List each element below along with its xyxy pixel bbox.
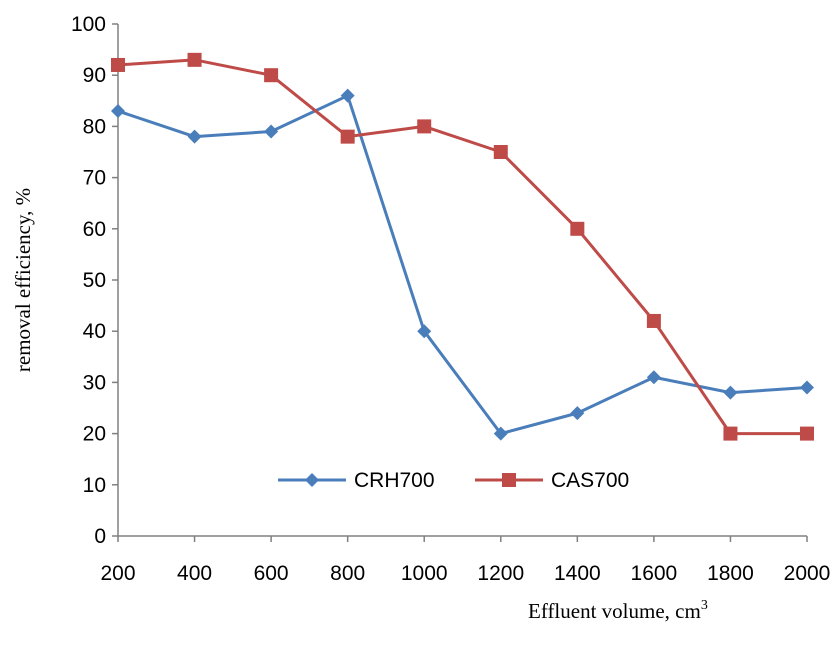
data-point (340, 88, 355, 103)
data-point (646, 313, 661, 328)
data-point (187, 129, 202, 144)
legend-marker (305, 473, 319, 487)
x-tick-label: 200 (100, 562, 135, 585)
x-axis-title-text: Effluent volume, cm (528, 599, 701, 623)
data-point (646, 370, 661, 385)
data-point (264, 68, 279, 83)
data-point (417, 324, 432, 339)
legend-marker (502, 473, 516, 487)
data-point (187, 52, 202, 67)
x-tick-label: 1600 (631, 562, 678, 585)
data-point (570, 221, 585, 236)
series-line (117, 94, 808, 436)
y-tick-label: 70 (83, 167, 106, 190)
series-line (117, 58, 807, 436)
y-tick-label: 40 (83, 320, 106, 343)
legend: CRH700 CAS700 (278, 469, 629, 492)
data-point (493, 145, 508, 159)
y-tick-label: 80 (83, 115, 106, 138)
legend-item-cas700: CAS700 (475, 469, 629, 492)
y-tick-label: 0 (94, 525, 106, 548)
y-tick-label: 50 (83, 269, 106, 292)
data-point (800, 426, 814, 441)
y-tick-label: 10 (83, 474, 106, 497)
y-tick-labels: 0 10 20 30 40 50 60 70 80 90 100 (71, 13, 106, 548)
x-tick-label: 1200 (477, 562, 524, 585)
y-tick-label: 100 (71, 13, 106, 36)
data-point (723, 426, 738, 441)
y-tick-label: 60 (83, 218, 106, 241)
x-axis-title: Effluent volume, cm3 (528, 598, 708, 623)
axes (112, 23, 808, 542)
data-point (111, 57, 125, 72)
y-axis-title: removal efficiency, % (11, 188, 35, 372)
x-tick-label: 2000 (784, 562, 831, 585)
data-point (111, 104, 125, 119)
x-tick-label: 1400 (554, 562, 601, 585)
x-tick-labels: 200 400 600 800 1000 1200 1400 1600 1800 2000 (100, 562, 830, 585)
legend-label: CRH700 (354, 469, 435, 492)
data-point (493, 426, 508, 441)
y-tick-label: 30 (83, 371, 106, 394)
y-tick-label: 90 (83, 64, 106, 87)
x-tick-label: 800 (330, 562, 365, 585)
data-point (264, 124, 279, 139)
data-point (570, 406, 585, 421)
x-tick-label: 1000 (401, 562, 448, 585)
legend-item-crh700: CRH700 (278, 469, 435, 492)
series-group (111, 52, 814, 441)
data-point (417, 119, 432, 134)
data-point (723, 385, 738, 400)
series-crh700 (111, 88, 814, 441)
x-tick-label: 400 (177, 562, 212, 585)
x-tick-label: 600 (254, 562, 289, 585)
data-point (340, 129, 355, 144)
x-tick-label: 1800 (707, 562, 754, 585)
legend-label: CAS700 (551, 469, 629, 492)
data-point (800, 380, 814, 395)
series-cas700 (111, 52, 814, 441)
x-axis-title-superscript: 3 (701, 598, 708, 613)
y-tick-label: 20 (83, 423, 106, 446)
